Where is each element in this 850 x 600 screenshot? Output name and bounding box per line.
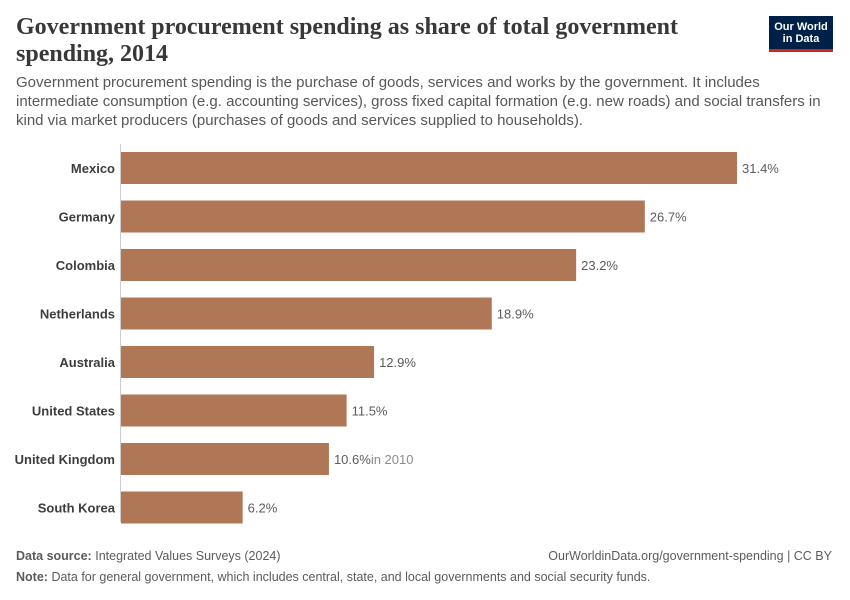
category-label: Netherlands: [40, 307, 115, 322]
chart-subtitle: Government procurement spending is the p…: [16, 74, 821, 129]
category-label: Colombia: [56, 258, 116, 273]
chart-note: Note: Data for general government, which…: [16, 570, 650, 584]
bar: [121, 249, 577, 281]
data-source-label: Data source:: [16, 549, 92, 563]
value-label: 31.4%: [742, 161, 779, 176]
bar: [121, 443, 329, 475]
bar: [121, 152, 737, 184]
data-source: Data source: Integrated Values Surveys (…: [16, 549, 281, 563]
bar: [121, 200, 645, 233]
category-label: United Kingdom: [15, 452, 115, 467]
bar: [121, 346, 375, 378]
note-label: Note:: [16, 570, 48, 584]
value-label: 26.7%: [650, 210, 687, 225]
value-label: 23.2%: [581, 258, 618, 273]
url-license[interactable]: OurWorldinData.org/government-spending |…: [548, 549, 832, 563]
bar-chart: Mexico 31.4% Germany 26.7% Colombia 23.2% Neth…: [15, 144, 779, 524]
value-label: 6.2%: [248, 501, 278, 516]
note-text: Data for general government, which inclu…: [51, 570, 651, 584]
category-label: Germany: [59, 210, 116, 225]
logo-line-2: in Data: [782, 33, 820, 45]
bar: [121, 297, 492, 330]
owid-logo[interactable]: Our World in Data: [769, 16, 833, 52]
value-label: 10.6%: [334, 452, 371, 467]
year-annotation: in 2010: [371, 452, 414, 467]
value-label: 11.5%: [352, 404, 388, 419]
category-label: United States: [32, 404, 115, 419]
category-label: Australia: [59, 355, 115, 370]
value-label: 18.9%: [497, 307, 534, 322]
category-label: Mexico: [71, 161, 115, 176]
category-label: South Korea: [38, 501, 116, 516]
bar: [121, 491, 243, 524]
chart-title: Government procurement spending as share…: [16, 14, 678, 67]
logo-line-1: Our World: [774, 21, 828, 33]
bar: [121, 394, 347, 427]
value-label: 12.9%: [379, 355, 416, 370]
data-source-link[interactable]: Integrated Values Surveys (2024): [95, 549, 281, 563]
